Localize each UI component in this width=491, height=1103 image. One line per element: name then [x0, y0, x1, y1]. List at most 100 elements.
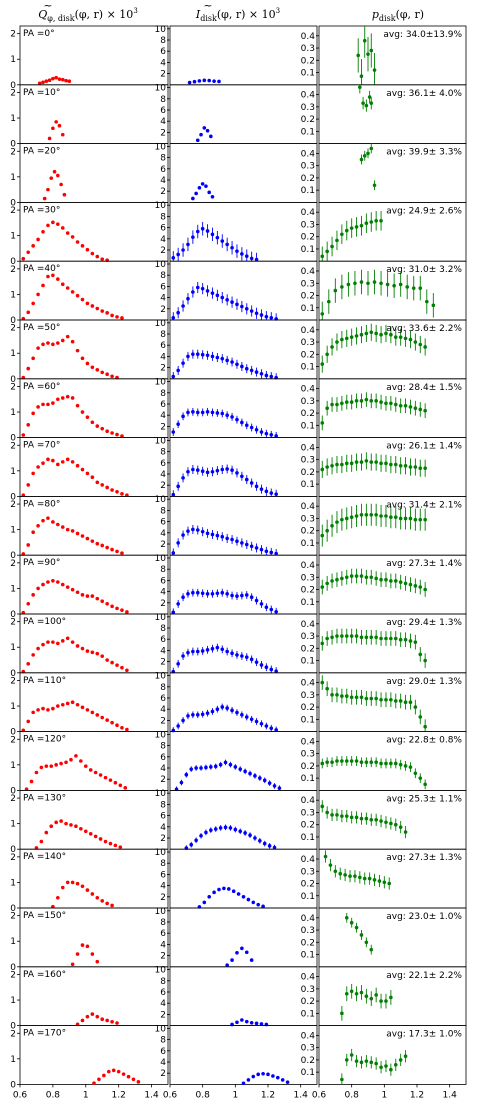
- data-point: [51, 401, 55, 405]
- data-point: [171, 551, 176, 555]
- data-point: [207, 895, 211, 899]
- data-point: [200, 410, 205, 415]
- y-tick-label: 4: [160, 764, 166, 774]
- y-tick-label: 0: [10, 81, 16, 91]
- data-point: [120, 608, 124, 612]
- data-point: [344, 694, 349, 698]
- y-tick-label: 4: [160, 529, 166, 539]
- data-point: [95, 895, 100, 900]
- y-tick-label: 10: [155, 84, 167, 94]
- data-point: [220, 534, 225, 539]
- data-point: [125, 668, 129, 673]
- data-point: [244, 655, 249, 659]
- data-point: [251, 900, 256, 905]
- y-tick-label: 0.4: [301, 679, 316, 689]
- panel-frame: [169, 731, 318, 791]
- data-point: [110, 431, 114, 435]
- data-point: [56, 277, 60, 281]
- data-point: [176, 484, 180, 489]
- data-point: [191, 352, 195, 356]
- panel-frame: [169, 672, 318, 732]
- y-tick-label: 2: [10, 676, 16, 686]
- data-point: [240, 420, 244, 425]
- y-tick-label: 0.2: [301, 703, 315, 713]
- data-point: [235, 653, 239, 657]
- data-point: [210, 410, 215, 415]
- data-point: [100, 1017, 105, 1022]
- data-point: [274, 434, 278, 438]
- data-point: [210, 469, 215, 474]
- data-point: [70, 339, 75, 344]
- data-point: [194, 191, 198, 196]
- data-point: [220, 647, 225, 652]
- data-point: [75, 463, 80, 468]
- data-point: [271, 1074, 275, 1078]
- data-point: [418, 652, 423, 657]
- data-point: [335, 693, 339, 697]
- y-tick-label: 4: [160, 1058, 166, 1068]
- y-tick-label: 10: [155, 260, 167, 270]
- data-point: [95, 541, 100, 546]
- data-point: [243, 769, 247, 774]
- data-point: [403, 764, 408, 768]
- y-tick-label: 0.2: [301, 292, 315, 302]
- data-point: [176, 252, 180, 257]
- data-point: [131, 1077, 136, 1082]
- data-point: [65, 880, 70, 885]
- data-point: [240, 304, 244, 309]
- data-point: [335, 634, 339, 638]
- data-point: [70, 640, 75, 644]
- data-point: [244, 366, 249, 371]
- data-point: [259, 430, 264, 434]
- x-tick-label: 1: [381, 1090, 387, 1100]
- data-point: [362, 876, 367, 881]
- y-tick-label: 0.3: [301, 926, 315, 936]
- data-point: [384, 401, 388, 406]
- avg-label: avg: 17.3± 1.0%: [386, 1030, 462, 1040]
- data-point: [344, 575, 349, 580]
- data-point: [115, 489, 119, 494]
- data-point: [362, 154, 367, 158]
- data-point: [320, 533, 325, 538]
- data-point: [346, 282, 351, 287]
- data-point: [325, 636, 329, 641]
- data-point: [274, 669, 278, 673]
- data-point: [425, 299, 429, 304]
- data-point: [194, 838, 198, 843]
- data-point: [51, 220, 55, 225]
- y-tick-label: 2: [160, 70, 166, 80]
- data-point: [248, 771, 252, 776]
- data-point: [249, 958, 254, 962]
- data-point: [85, 536, 90, 541]
- y-tick-label: 10: [155, 907, 167, 917]
- data-point: [65, 231, 70, 235]
- data-point: [344, 400, 349, 404]
- data-point: [51, 273, 55, 278]
- data-point: [372, 878, 377, 882]
- data-point: [41, 230, 45, 234]
- panel-frame: [169, 848, 318, 909]
- data-point: [379, 761, 383, 766]
- y-tick-label: 0: [10, 845, 16, 855]
- data-point: [51, 706, 55, 711]
- data-point: [264, 373, 269, 378]
- data-point: [354, 399, 359, 403]
- data-point: [65, 636, 70, 641]
- data-point: [325, 686, 329, 691]
- data-point: [389, 636, 393, 641]
- data-point: [249, 368, 254, 373]
- data-point: [244, 542, 249, 547]
- data-point: [374, 760, 378, 765]
- data-point: [26, 366, 31, 371]
- y-tick-label: 0.3: [301, 279, 315, 289]
- y-tick-label: 0.1: [301, 363, 315, 373]
- y-tick-label: 0.1: [301, 715, 315, 725]
- data-point: [31, 411, 35, 416]
- data-point: [187, 80, 192, 85]
- y-tick-label: 1: [10, 55, 16, 65]
- data-point: [230, 651, 234, 655]
- data-point: [54, 763, 58, 767]
